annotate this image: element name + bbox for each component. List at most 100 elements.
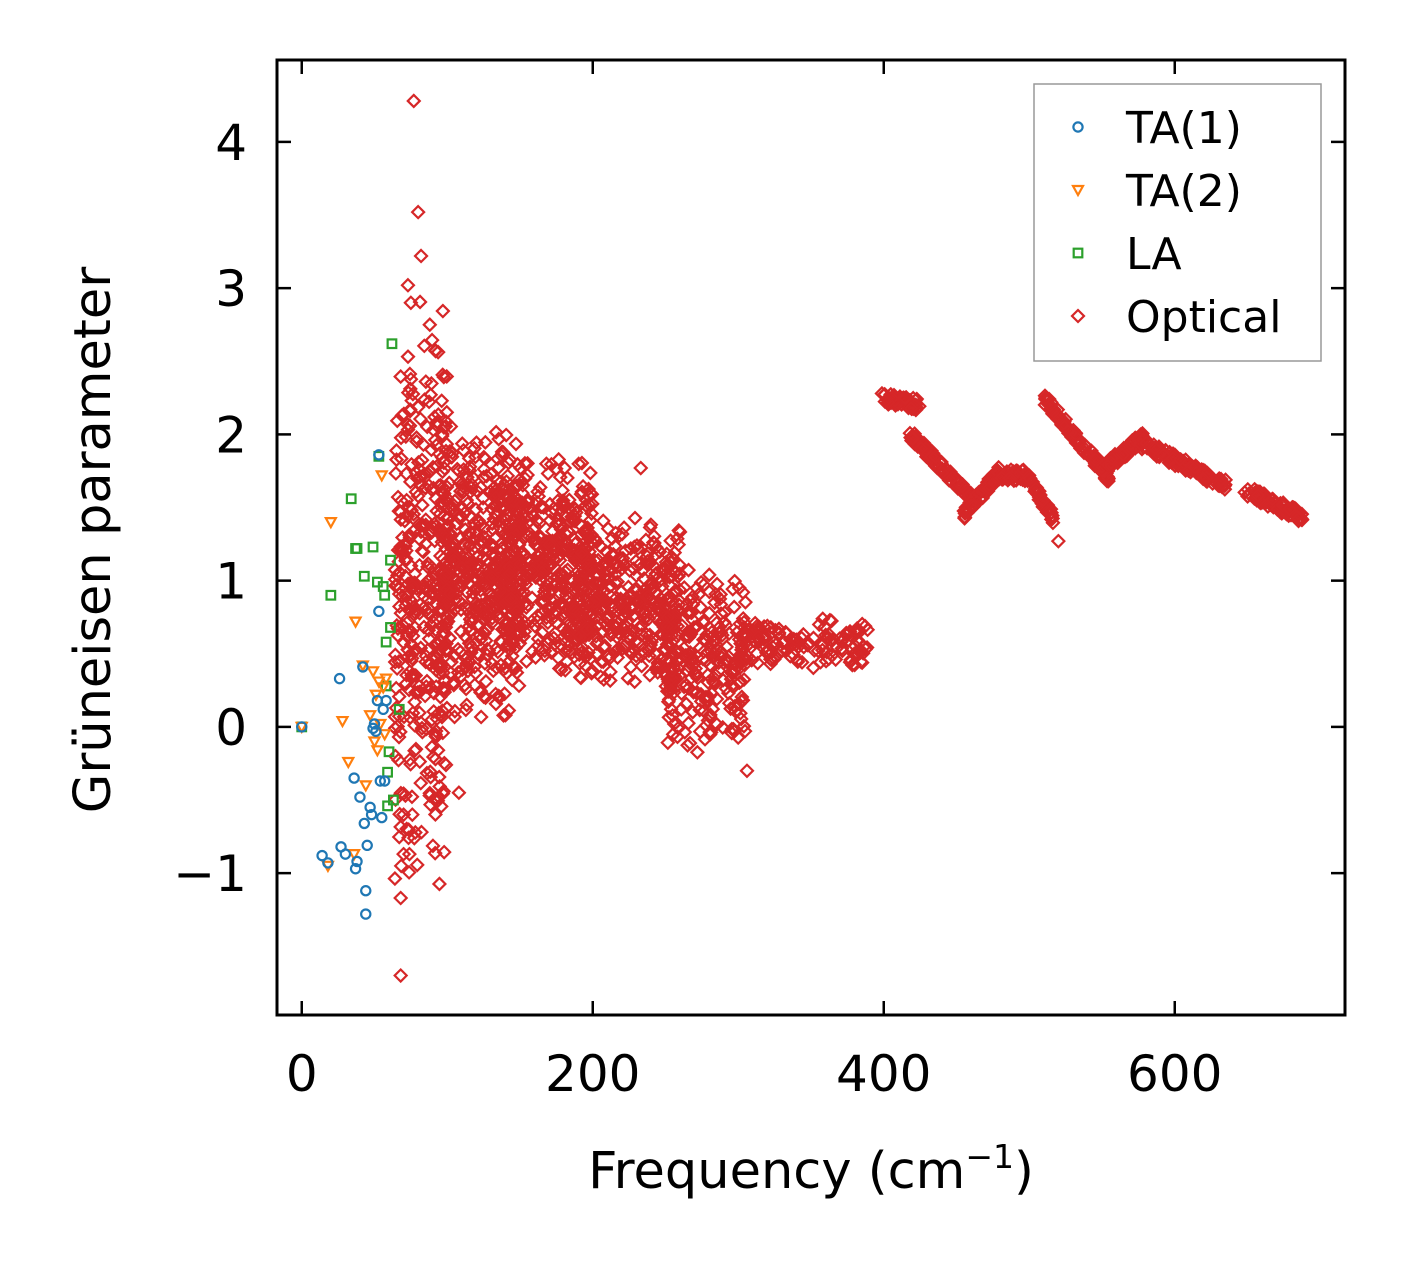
optical-point xyxy=(394,617,411,633)
optical-point xyxy=(518,576,534,592)
optical-point xyxy=(403,295,419,311)
optical-point xyxy=(635,645,651,661)
la-point xyxy=(385,554,396,566)
optical-point xyxy=(478,633,494,649)
optical-point xyxy=(412,754,428,770)
optical-point xyxy=(666,648,682,664)
optical-point xyxy=(466,515,482,531)
optical-point xyxy=(656,642,672,658)
optical-point xyxy=(582,603,598,619)
optical-point xyxy=(422,785,438,801)
ta-1-point xyxy=(368,718,381,730)
optical-point xyxy=(498,595,514,611)
optical-point xyxy=(396,635,412,651)
optical-point xyxy=(709,576,725,592)
optical-point xyxy=(393,605,409,621)
optical-point xyxy=(457,677,473,693)
optical-point xyxy=(1015,462,1032,478)
optical-point xyxy=(515,583,531,600)
ta-2-point xyxy=(323,517,338,530)
optical-point xyxy=(590,576,606,592)
optical-point xyxy=(396,846,412,862)
optical-point xyxy=(412,469,428,485)
optical-point xyxy=(671,537,687,553)
optical-point xyxy=(390,752,407,768)
optical-point xyxy=(664,568,680,584)
la-point xyxy=(345,493,357,505)
optical-point xyxy=(598,544,614,560)
optical-point xyxy=(599,611,615,627)
optical-point xyxy=(1147,440,1163,456)
optical-point xyxy=(446,709,463,725)
optical-point xyxy=(553,595,569,611)
optical-point xyxy=(623,659,639,675)
optical-point xyxy=(558,634,574,650)
optical-point xyxy=(916,435,932,451)
optical-point xyxy=(660,735,676,751)
optical-point xyxy=(724,678,740,694)
optical-point xyxy=(439,436,455,452)
optical-point xyxy=(439,404,455,420)
optical-point xyxy=(461,635,477,651)
optical-point xyxy=(412,411,428,427)
optical-point xyxy=(639,548,655,565)
optical-point xyxy=(484,569,500,585)
optical-point xyxy=(550,650,566,666)
optical-point xyxy=(717,605,733,621)
ta-2-point xyxy=(366,666,380,679)
optical-point xyxy=(701,584,717,600)
optical-point xyxy=(818,653,834,669)
optical-point xyxy=(1138,435,1154,451)
optical-point xyxy=(404,807,420,823)
optical-point xyxy=(442,630,458,646)
optical-point xyxy=(392,806,408,822)
optical-point xyxy=(415,437,431,453)
ta-2-point xyxy=(363,710,377,723)
optical-point xyxy=(532,515,548,531)
optical-point xyxy=(440,565,456,581)
optical-point xyxy=(476,625,493,641)
optical-point xyxy=(443,418,459,435)
optical-point xyxy=(393,819,409,835)
optical-point xyxy=(1037,397,1053,413)
optical-point xyxy=(388,465,404,481)
optical-point xyxy=(789,632,805,648)
x-tick-label: 200 xyxy=(545,1045,640,1103)
optical-point xyxy=(440,593,456,609)
optical-point xyxy=(527,532,543,548)
optical-point xyxy=(727,698,743,714)
optical-point xyxy=(516,530,532,546)
optical-point xyxy=(650,655,666,671)
ta-1-point xyxy=(348,772,360,784)
optical-point xyxy=(470,572,486,588)
optical-point xyxy=(460,564,476,580)
ta-1-point xyxy=(333,672,346,685)
optical-point xyxy=(913,440,929,456)
optical-point xyxy=(507,546,523,562)
optical-point xyxy=(495,445,511,461)
optical-point xyxy=(399,667,415,683)
optical-point xyxy=(805,660,821,676)
optical-point xyxy=(700,674,716,690)
optical-point xyxy=(400,349,416,365)
optical-point xyxy=(537,643,553,659)
ta-1-point xyxy=(360,884,372,897)
optical-point xyxy=(458,629,474,645)
optical-point xyxy=(387,647,403,663)
optical-point xyxy=(426,516,443,532)
optical-point xyxy=(628,553,644,569)
optical-point xyxy=(415,544,431,560)
optical-point xyxy=(1042,398,1058,414)
optical-point xyxy=(391,829,407,845)
optical-point xyxy=(645,534,661,551)
optical-point xyxy=(489,608,505,624)
optical-point xyxy=(585,561,601,577)
optical-point xyxy=(402,366,418,382)
optical-point xyxy=(559,654,575,670)
optical-point xyxy=(1072,436,1088,452)
optical-point xyxy=(407,694,423,710)
optical-point xyxy=(612,595,629,611)
optical-point xyxy=(471,647,487,663)
ta-1-point xyxy=(378,775,391,787)
